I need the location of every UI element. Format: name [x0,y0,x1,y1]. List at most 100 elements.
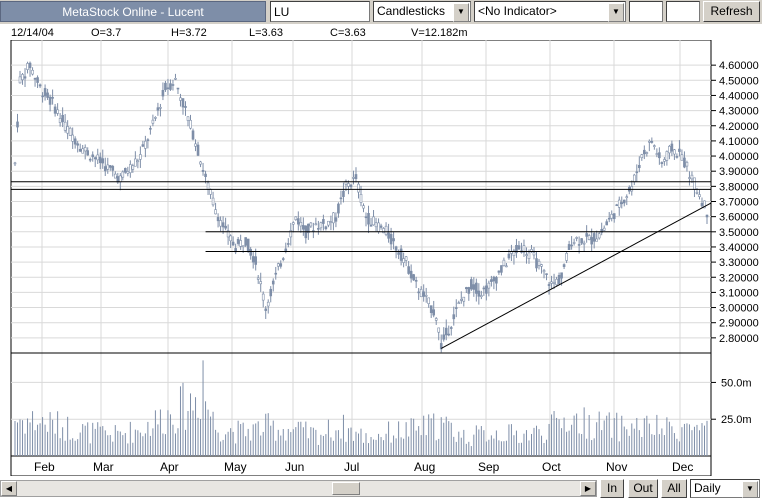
candle-body [665,151,669,161]
candle-body [417,291,420,294]
chart-type-select[interactable]: Candlesticks ▼ [373,1,471,22]
volume-tick-label: 50.0m [721,377,752,389]
candle-body [505,265,508,268]
candle-body [33,78,37,80]
quote-close: C=3.63 [330,27,366,39]
candle-body [422,291,425,297]
param-input-2[interactable] [666,1,700,22]
quote-volume: V=12.182m [411,27,468,39]
candle-body [88,158,92,161]
zoom-out-button[interactable]: Out [628,479,658,498]
param-input-1[interactable] [629,1,663,22]
candle-body [48,96,52,105]
candle-body [339,197,343,200]
symbol-input[interactable] [270,1,370,22]
candle-body [675,156,679,158]
candle-body [111,166,115,171]
candle-body [332,212,335,224]
candle-body [620,202,624,205]
candle-body [108,165,112,168]
zoom-in-button[interactable]: In [600,479,624,498]
candle-body [171,84,175,86]
candle-body [432,309,436,316]
candle-body [638,164,641,169]
candle-body [605,221,609,226]
window-title: MetaStock Online - Lucent [0,1,266,22]
candle-body [66,126,69,134]
horizontal-scrollbar[interactable]: ◀ ▶ [0,480,597,497]
candle-body [244,237,247,246]
candle-body [442,334,446,340]
quote-low: L=3.63 [249,27,283,39]
volume-tick-label: 25.0m [721,414,752,426]
candle-body [329,221,333,223]
candle-body [246,238,250,252]
candle-body [427,297,430,304]
chevron-down-icon[interactable]: ▼ [608,3,624,22]
candle-body [226,230,230,238]
candle-body [577,244,581,246]
price-tick-label: 3.70000 [719,197,759,209]
candle-body [241,245,245,248]
candle-body [36,77,39,83]
candle-body [379,225,383,228]
candle-body [86,150,90,156]
candle-body [261,293,265,301]
month-tick-label: Aug [414,460,435,474]
scroll-right-icon[interactable]: ▶ [580,481,596,496]
candle-body [279,263,283,267]
candle-body [254,256,257,265]
candle-body [264,308,268,311]
candle-body [610,213,614,219]
candle-body [256,277,260,280]
scroll-left-icon[interactable]: ◀ [1,481,17,496]
candle-body [567,244,571,250]
candle-body [76,143,79,146]
candle-body [550,281,553,284]
candle-body [106,164,110,170]
candle-body [653,145,656,147]
candle-body [139,154,142,160]
candle-body [347,183,350,187]
candle-body [472,284,476,290]
candle-body [58,118,62,123]
candle-body [364,216,368,219]
price-tick-label: 4.50000 [719,75,759,87]
candle-body [31,69,34,75]
candle-body [196,144,200,156]
refresh-button[interactable]: Refresh [703,1,760,22]
chevron-down-icon[interactable]: ▼ [453,3,469,22]
candle-body [154,117,157,119]
quote-date: 12/14/04 [11,27,54,39]
candle-body [612,213,616,220]
candle-body [342,190,345,197]
candle-body [630,186,634,192]
candle-body [307,223,310,234]
candle-body [337,203,340,214]
price-chart[interactable]: Feb Mar Apr May Jun Jul Aug Sep Oct Nov Dec 4.60000… [0,40,762,476]
candle-body [615,204,619,207]
candle-body [239,240,242,247]
candle-body [602,227,606,231]
candle-body [126,171,130,174]
period-select[interactable]: Daily ▼ [690,479,760,498]
scroll-thumb[interactable] [332,482,360,495]
candle-body [344,180,348,185]
candle-body [216,217,220,222]
candle-body [119,175,122,183]
month-tick-label: Sep [478,460,500,474]
zoom-all-button[interactable]: All [661,479,687,498]
candle-body [16,121,19,128]
indicator-select[interactable]: <No Indicator> ▼ [474,1,626,22]
candle-body [71,134,74,142]
candle-body [166,87,170,90]
candle-body [271,280,275,285]
month-tick-label: Apr [160,460,179,474]
candle-body [452,314,456,320]
candle-body [124,168,127,173]
candle-body [480,295,483,298]
chevron-down-icon[interactable]: ▼ [742,481,758,498]
candle-body [562,264,566,267]
candle-body [444,327,448,336]
price-tick-label: 4.20000 [719,121,759,133]
